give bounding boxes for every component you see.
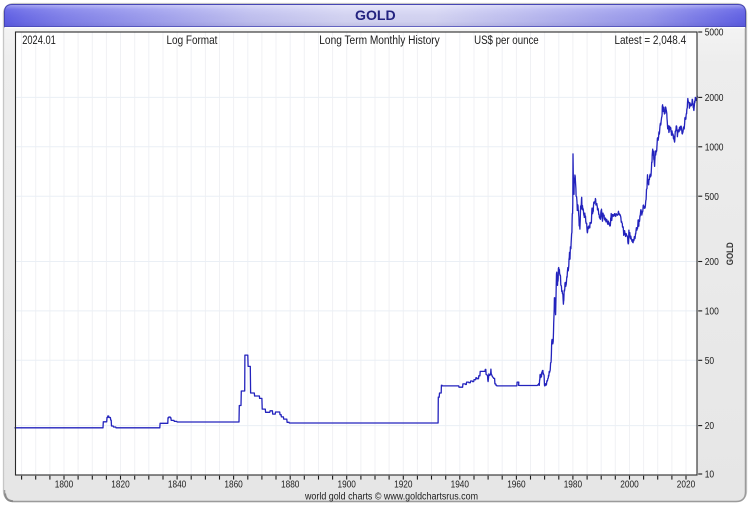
svg-text:Latest = 2,048.4: Latest = 2,048.4 — [615, 33, 687, 47]
svg-text:US$ per ounce: US$ per ounce — [474, 33, 539, 47]
svg-text:1940: 1940 — [451, 479, 470, 490]
svg-text:GOLD: GOLD — [725, 242, 735, 265]
svg-text:10: 10 — [705, 470, 715, 481]
svg-text:2020: 2020 — [677, 479, 696, 490]
svg-text:1800: 1800 — [55, 479, 74, 490]
svg-text:1840: 1840 — [168, 479, 187, 490]
svg-text:1000: 1000 — [705, 142, 724, 153]
svg-text:1960: 1960 — [507, 479, 526, 490]
svg-text:world gold charts © www.goldch: world gold charts © www.goldchartsrus.co… — [304, 491, 478, 502]
svg-text:100: 100 — [705, 307, 719, 318]
svg-text:1920: 1920 — [394, 479, 413, 490]
svg-text:1900: 1900 — [338, 479, 357, 490]
svg-text:2000: 2000 — [620, 479, 639, 490]
svg-text:200: 200 — [705, 257, 719, 268]
svg-text:2024.01: 2024.01 — [22, 33, 56, 47]
svg-text:Long Term Monthly History: Long Term Monthly History — [319, 33, 440, 47]
svg-text:GOLD: GOLD — [355, 7, 396, 23]
svg-text:20: 20 — [705, 421, 715, 432]
svg-text:1980: 1980 — [564, 479, 583, 490]
svg-text:5000: 5000 — [705, 28, 724, 39]
svg-text:Log Format: Log Format — [167, 33, 218, 47]
svg-text:50: 50 — [705, 356, 715, 367]
svg-text:2000: 2000 — [705, 93, 724, 104]
svg-text:1820: 1820 — [111, 479, 130, 490]
svg-text:500: 500 — [705, 192, 719, 203]
svg-text:1880: 1880 — [281, 479, 300, 490]
svg-text:1860: 1860 — [224, 479, 243, 490]
